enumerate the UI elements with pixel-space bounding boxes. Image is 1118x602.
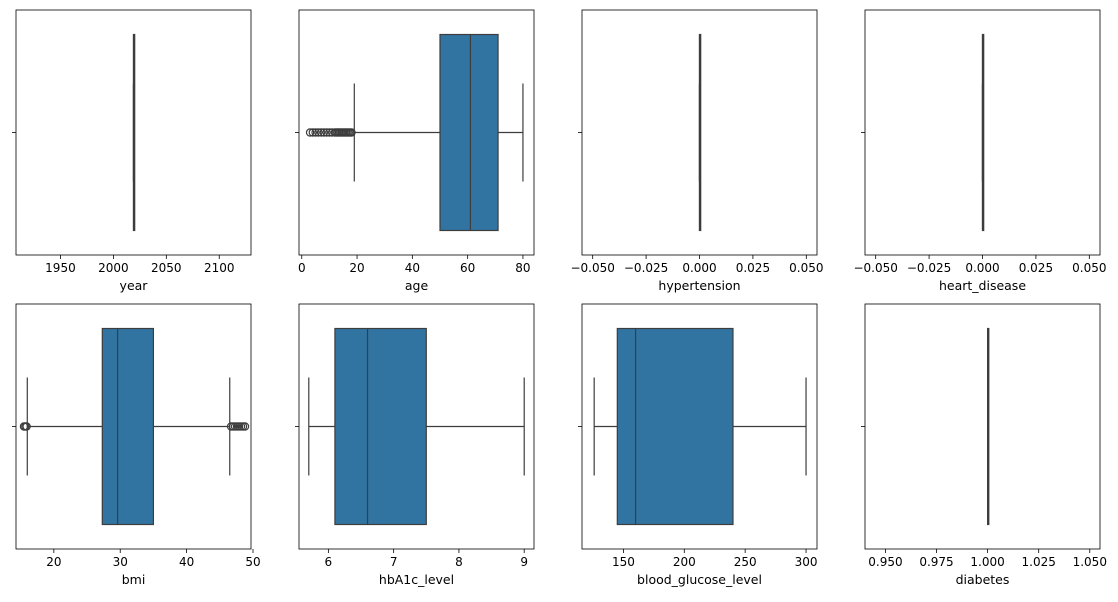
x-axis-label: age — [405, 278, 429, 293]
x-tick-label: 7 — [390, 555, 398, 569]
outlier-point — [308, 128, 318, 137]
x-axis-label: hbA1c_level — [379, 572, 454, 587]
x-tick-label: 0.975 — [919, 555, 953, 569]
outlier-point — [305, 128, 315, 137]
x-tick-label: 0.050 — [789, 261, 823, 275]
x-axis-label: heart_disease — [939, 278, 1026, 293]
iqr-box — [334, 327, 427, 526]
outlier-point — [319, 128, 329, 137]
x-tick-label: 0 — [298, 261, 306, 275]
x-tick-label: 8 — [455, 555, 463, 569]
outlier-point — [322, 128, 331, 137]
x-tick-label: 0.025 — [736, 261, 770, 275]
x-tick-label: 0.950 — [868, 555, 902, 569]
x-axis-label: blood_glucose_level — [637, 572, 762, 587]
x-tick-label: 0.000 — [965, 261, 999, 275]
x-tick-label: 0.000 — [682, 261, 716, 275]
x-tick-label: 40 — [179, 555, 194, 569]
x-tick-label: 150 — [612, 555, 635, 569]
x-tick-label: 0.050 — [1072, 261, 1106, 275]
x-tick-label: 1.000 — [970, 555, 1004, 569]
subplot-year: 1950 2000 2050 2100 year — [12, 9, 252, 293]
x-tick-label: 200 — [673, 555, 696, 569]
x-axis-label: diabetes — [956, 572, 1010, 587]
iqr-box — [101, 327, 155, 526]
subplot-hypertension: −0.050 −0.025 0.000 0.025 0.050 hypertension — [570, 9, 823, 293]
subplot-diabetes: 0.950 0.975 1.000 1.025 1.050 diabetes — [861, 303, 1107, 587]
outlier-point — [311, 128, 320, 137]
x-tick-label: 60 — [460, 261, 475, 275]
x-axis-label: hypertension — [658, 278, 740, 293]
x-tick-label: 300 — [795, 555, 818, 569]
iqr-box — [439, 33, 499, 232]
x-tick-label: 2100 — [204, 261, 235, 275]
x-tick-label: 2050 — [151, 261, 182, 275]
outlier-point — [316, 128, 326, 137]
x-tick-label: 50 — [245, 555, 260, 569]
x-tick-label: 0.025 — [1019, 261, 1053, 275]
outlier-point — [240, 422, 250, 431]
subplot-hbA1c_level: 6 7 8 9 hbA1c_level — [295, 303, 535, 587]
x-tick-label: 20 — [46, 555, 61, 569]
subplot-bmi: 20 30 40 50 bmi — [12, 303, 261, 587]
x-axis-label: year — [120, 278, 149, 293]
x-tick-label: −0.050 — [570, 261, 614, 275]
subplot-heart_disease: −0.050 −0.025 0.000 0.025 0.050 heart_disease — [853, 9, 1106, 293]
x-tick-label: −0.025 — [907, 261, 951, 275]
x-tick-label: 1950 — [45, 261, 76, 275]
x-tick-label: 250 — [734, 555, 757, 569]
subplot-age: 0 20 40 60 80 age — [295, 9, 535, 293]
x-axis-label: bmi — [122, 572, 146, 587]
x-tick-label: 2000 — [98, 261, 129, 275]
x-tick-label: 1.025 — [1022, 555, 1056, 569]
outlier-point — [22, 422, 31, 431]
x-tick-label: 9 — [520, 555, 528, 569]
x-tick-label: 30 — [113, 555, 128, 569]
subplot-blood_glucose_level: 150 200 250 300 blood_glucose_level — [578, 303, 818, 587]
x-tick-label: 20 — [349, 261, 364, 275]
x-tick-label: 80 — [515, 261, 530, 275]
x-tick-label: −0.025 — [624, 261, 668, 275]
outlier-point — [347, 128, 356, 137]
x-tick-label: 40 — [405, 261, 420, 275]
x-tick-label: 6 — [325, 555, 333, 569]
x-tick-label: −0.050 — [853, 261, 897, 275]
outlier-point — [314, 128, 323, 137]
x-tick-label: 1.050 — [1073, 555, 1107, 569]
iqr-box — [616, 327, 734, 526]
